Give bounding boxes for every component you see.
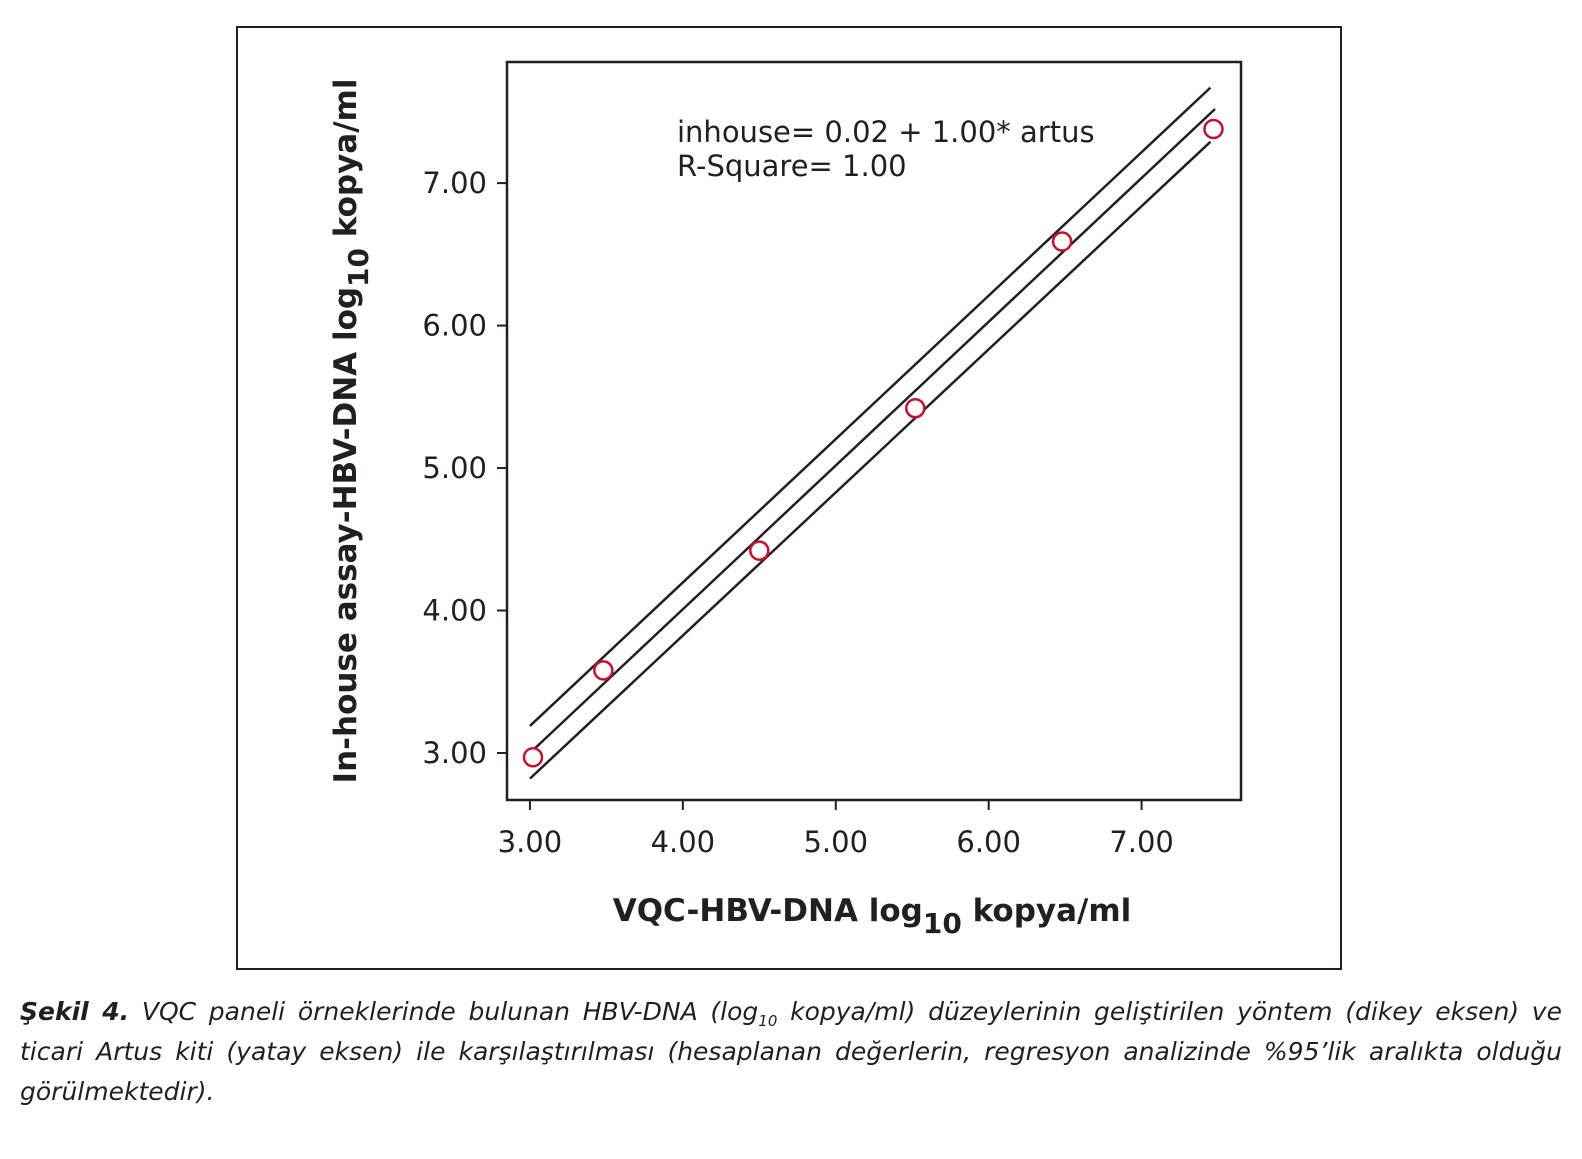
- figure-frame: [236, 26, 1342, 970]
- r-square-label: R-Square= 1.00: [677, 149, 907, 183]
- y-axis-title-unit: kopya/ml: [328, 79, 364, 248]
- figure-caption: Şekil 4. VQC paneli örneklerinde bulunan…: [20, 992, 1562, 1112]
- caption-text-part2: kopya/ml) düzeylerinin geliştirilen yönt…: [20, 997, 1562, 1106]
- regression-equation: inhouse= 0.02 + 1.00* artus: [677, 115, 1095, 149]
- upper-95-line: [529, 86, 1212, 727]
- x-tick-label: 6.00: [956, 825, 1021, 859]
- regression-lines: [529, 86, 1216, 780]
- x-axis-title: VQC-HBV-DNA log10 kopya/ml: [613, 893, 1132, 940]
- data-point: [1051, 231, 1073, 252]
- data-point: [905, 397, 926, 419]
- y-tick-label: 6.00: [422, 309, 487, 343]
- data-point: [522, 747, 544, 768]
- x-tick-label: 5.00: [803, 825, 868, 859]
- data-points: [522, 118, 1224, 768]
- y-axis: 3.00 4.00 5.00 6.00 7.00: [422, 166, 507, 770]
- caption-subscript: 10: [758, 1012, 778, 1030]
- y-tick-label: 5.00: [422, 451, 487, 485]
- data-point: [749, 540, 770, 561]
- x-axis-title-main: VQC-HBV-DNA log: [613, 893, 923, 929]
- x-tick-label: 3.00: [498, 825, 563, 859]
- x-tick-label: 4.00: [651, 825, 716, 859]
- y-tick-label: 3.00: [422, 736, 487, 770]
- data-point: [593, 660, 614, 681]
- plot-area-border: [505, 60, 1243, 802]
- y-axis-title-subscript: 10: [342, 248, 375, 287]
- x-tick-label: 7.00: [1109, 825, 1174, 859]
- x-axis: 3.00 4.00 5.00 6.00 7.00: [498, 800, 1174, 859]
- lower-95-line: [529, 140, 1212, 780]
- fit-line: [529, 108, 1216, 754]
- caption-label: Şekil 4.: [20, 997, 130, 1026]
- y-axis-title-main: In-house assay-HBV-DNA log: [328, 287, 364, 784]
- y-axis-title: In-house assay-HBV-DNA log10 kopya/ml: [328, 79, 375, 784]
- x-axis-title-unit: kopya/ml: [962, 893, 1131, 929]
- data-point: [1203, 118, 1224, 140]
- y-tick-label: 7.00: [422, 166, 487, 200]
- scatter-chart: 3.00 4.00 5.00 6.00 7.00 3.00 4.00 5.00 6.00 7.0…: [328, 60, 1243, 940]
- x-axis-title-subscript: 10: [923, 907, 962, 940]
- caption-text-part1: VQC paneli örneklerinde bulunan HBV-DNA …: [129, 997, 759, 1026]
- y-tick-label: 4.00: [422, 594, 487, 628]
